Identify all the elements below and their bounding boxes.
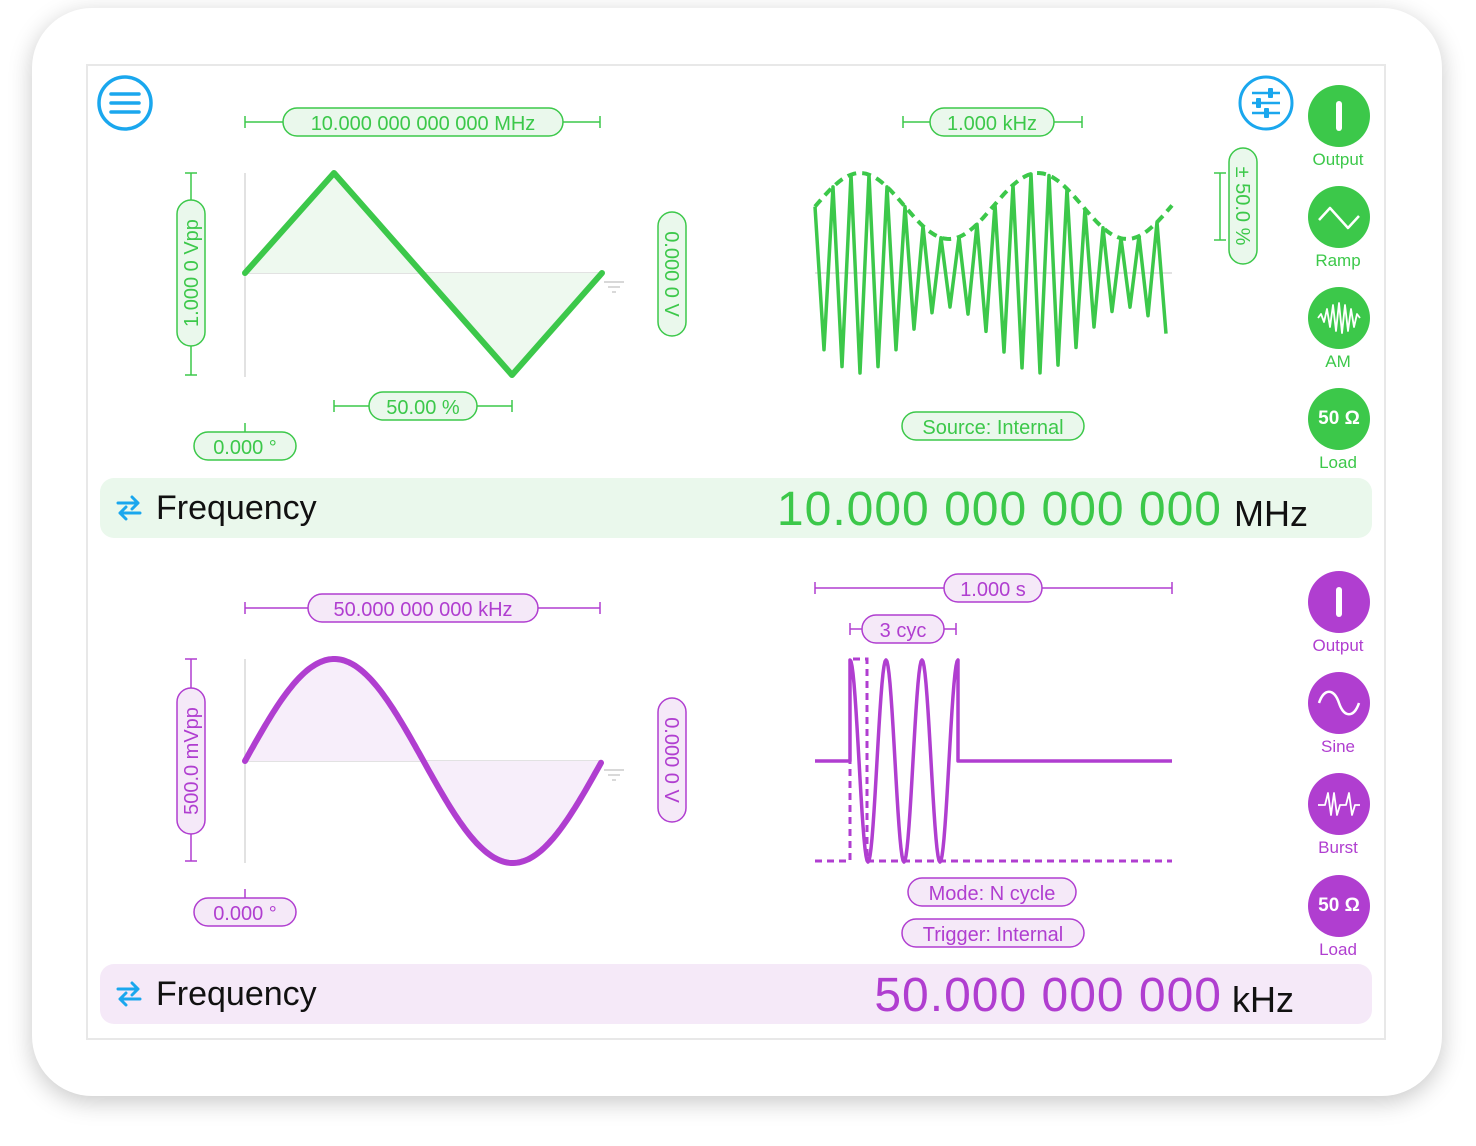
ch2-frequency-unit[interactable]: kHz [1232,979,1294,1020]
am-wave-icon [1317,302,1361,334]
ch2-frequency-pill: 50.000 000 000 kHz [333,599,512,621]
ch2-frequency-bar[interactable]: Frequency 50.000 000 000 kHz [100,964,1372,1024]
ch2-burst-period-pill: 1.000 s [960,579,1026,601]
ch2-frequency-dimension[interactable]: 50.000 000 000 kHz [244,593,601,623]
ch1-output-label: Output [1312,150,1364,169]
ch1-frequency-bar[interactable]: Frequency 10.000 000 000 000 MHz [100,478,1372,538]
ch1-load-value: 50 Ω [1318,408,1360,429]
ch2-burst-cycles-dimension[interactable]: 3 cyc [849,614,957,644]
ch2-phase-dimension[interactable]: 0.000 ° [193,889,297,927]
menu-icon[interactable] [97,75,153,131]
ch1-phase-pill: 0.000 ° [213,437,277,459]
ch2-swap-icon[interactable] [114,980,144,1008]
ch1-output-button[interactable] [1308,85,1370,147]
ch1-ground-icon [604,281,624,293]
ch1-offset-dimension[interactable]: 0.000 0 V [657,211,687,337]
ch1-ramp-plot [242,170,605,378]
ch2-phase-pill: 0.000 ° [213,903,277,925]
ch2-burst-mode[interactable]: Mode: N cycle [907,877,1077,907]
ch2-modulation-label: Burst [1318,838,1358,857]
ch1-waveform-button[interactable] [1308,186,1370,248]
ch1-mod-source-pill: Source: Internal [922,417,1063,439]
ch1-mod-source[interactable]: Source: Internal [901,411,1085,441]
ch2-load-value: 50 Ω [1318,895,1360,916]
power-icon [1336,101,1342,131]
ch2-frequency-label: Frequency [156,975,317,1013]
sine-wave-icon [1317,690,1361,716]
ch2-load-label: Load [1319,940,1357,959]
ch2-burst-plot [815,657,1172,864]
ch1-swap-icon[interactable] [114,494,144,522]
ch2-sine-plot [242,656,604,866]
ch1-load-label: Load [1319,453,1357,472]
ch1-load-button[interactable]: 50 Ω [1308,388,1370,450]
ch1-symmetry-pill: 50.00 % [386,397,460,419]
ch1-waveform-label: Ramp [1315,251,1361,270]
ch1-frequency-pill: 10.000 000 000 000 MHz [311,113,536,135]
ch2-burst-trigger[interactable]: Trigger: Internal [901,918,1085,948]
ch1-symmetry-dimension[interactable]: 50.00 % [333,391,513,421]
ch2-waveform-label: Sine [1320,737,1356,756]
settings-sliders-icon[interactable] [1238,75,1294,131]
ch1-frequency-label: Frequency [156,489,317,527]
ch2-waveform-button[interactable] [1308,672,1370,734]
ch2-modulation-button[interactable] [1308,773,1370,835]
ch1-amplitude-dimension[interactable]: 1.000 0 Vpp [176,172,206,376]
ch1-mod-frequency-pill: 1.000 kHz [947,113,1037,135]
ch2-burst-cycles-pill: 3 cyc [880,620,927,642]
ch2-burst-period-dimension[interactable]: 1.000 s [814,573,1173,603]
ch1-mod-depth-pill: ± 50.0 % [1231,167,1253,246]
ch1-mod-frequency-dimension[interactable]: 1.000 kHz [902,107,1083,137]
ch1-am-plot [813,170,1174,375]
ch2-output-label: Output [1312,636,1364,655]
ch2-amplitude-pill: 500.0 mVpp [181,707,203,815]
ch2-ground-icon [604,769,624,781]
ch2-burst-trigger-pill: Trigger: Internal [923,924,1063,946]
burst-wave-icon [1318,792,1360,816]
ch1-modulation-button[interactable] [1308,287,1370,349]
ch1-frequency-value[interactable]: 10.000 000 000 000 [776,483,1222,536]
ch1-phase-dimension[interactable]: 0.000 ° [193,423,297,461]
ch1-amplitude-pill: 1.000 0 Vpp [181,219,203,327]
ch2-amplitude-dimension[interactable]: 500.0 mVpp [176,658,206,862]
ch1-mod-depth-dimension[interactable]: ± 50.0 % [1214,147,1258,265]
ch2-load-button[interactable]: 50 Ω [1308,875,1370,937]
triangle-wave-icon [1318,206,1360,230]
ch1-offset-pill: 0.000 0 V [660,231,682,317]
power-icon [1336,587,1342,617]
ch2-offset-dimension[interactable]: 0.000 0 V [657,697,687,823]
ch1-frequency-unit[interactable]: MHz [1234,493,1308,534]
ch2-burst-mode-pill: Mode: N cycle [929,883,1056,905]
ch2-frequency-value[interactable]: 50.000 000 000 [874,969,1222,1022]
ch1-modulation-label: AM [1325,352,1351,371]
ch2-offset-pill: 0.000 0 V [660,717,682,803]
ch2-output-button[interactable] [1308,571,1370,633]
ch1-frequency-dimension[interactable]: 10.000 000 000 000 MHz [244,107,601,137]
